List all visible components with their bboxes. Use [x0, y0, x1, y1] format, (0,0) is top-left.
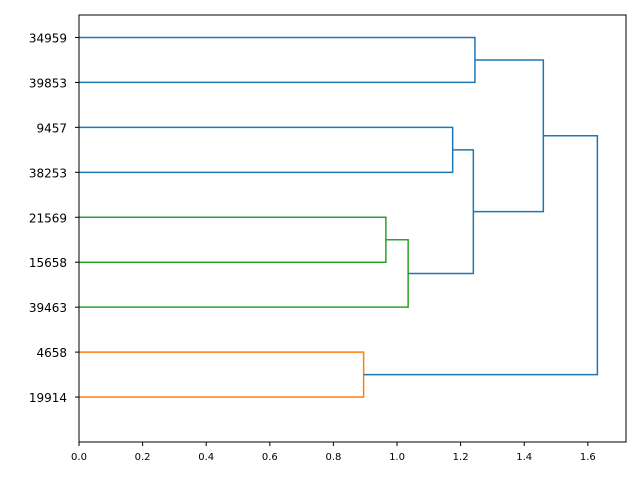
leaf-label: 19914 — [29, 391, 67, 405]
x-tick-label: 1.2 — [453, 452, 469, 463]
dendrogram-links — [79, 36, 599, 398]
x-tick-label: 0.2 — [135, 452, 151, 463]
leaf-label: 39853 — [29, 76, 67, 90]
leaf-label: 15658 — [29, 256, 67, 270]
x-tick-label: 0.0 — [71, 452, 87, 463]
leaf-label: 34959 — [29, 31, 67, 45]
leaf-label: 4658 — [36, 346, 67, 360]
x-tick-label: 1.0 — [389, 452, 405, 463]
leaf-label: 38253 — [29, 166, 67, 180]
x-axis: 0.0 0.2 0.4 0.6 0.8 1.0 1.2 1.4 1.6 — [71, 442, 596, 463]
leaf-label: 21569 — [29, 211, 67, 225]
y-axis: 34959 39853 9457 38253 21569 15658 39463 4658 19… — [29, 31, 79, 405]
x-tick-label: 0.4 — [198, 452, 214, 463]
leaf-label: 9457 — [36, 121, 67, 135]
dendrogram-link — [363, 135, 599, 376]
leaf-label: 39463 — [29, 301, 67, 315]
x-tick-label: 1.6 — [580, 452, 596, 463]
x-tick-label: 0.6 — [262, 452, 278, 463]
x-tick-label: 0.8 — [325, 452, 341, 463]
plot-frame — [78, 14, 627, 443]
x-tick-label: 1.4 — [516, 452, 532, 463]
